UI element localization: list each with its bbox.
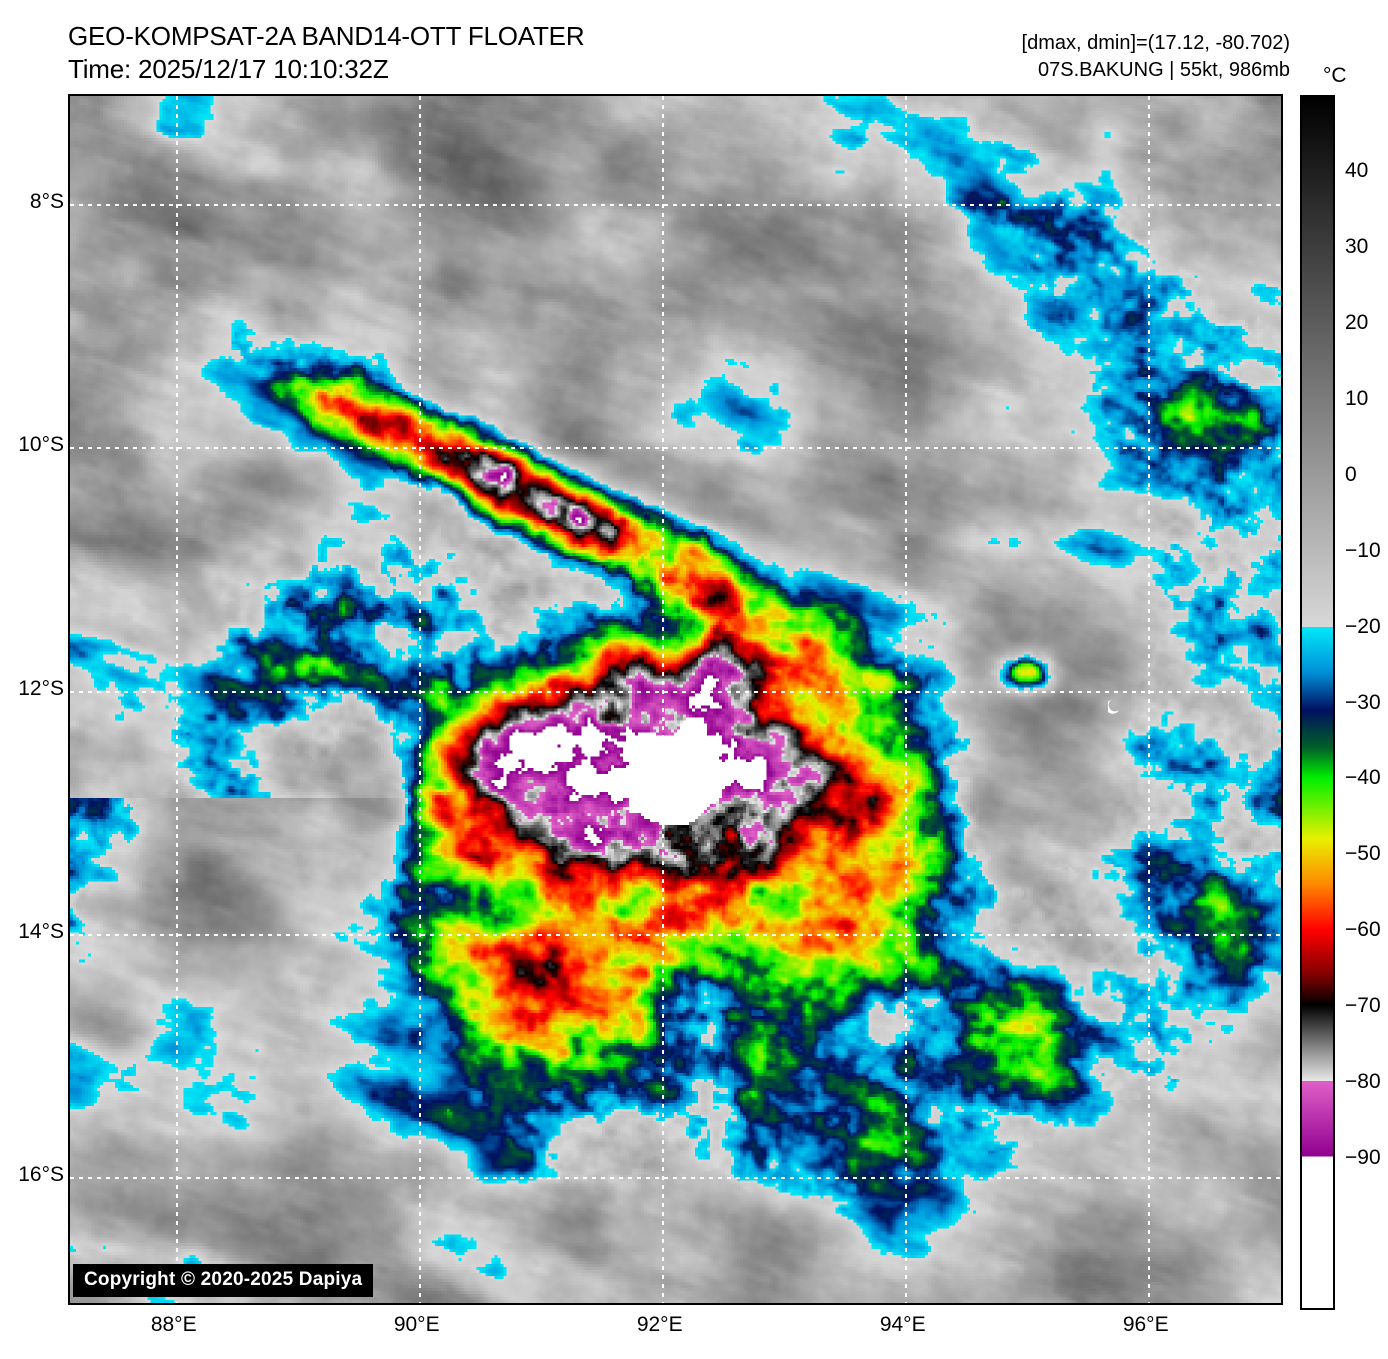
latitude-tick-label: 8°S xyxy=(29,190,64,214)
colorbar-tick-label: 20 xyxy=(1345,310,1369,334)
page-title: GEO-KOMPSAT-2A BAND14-OTT FLOATER xyxy=(68,21,585,51)
colorbar-tick-label: −10 xyxy=(1345,538,1381,562)
colorbar-tick-label: −40 xyxy=(1345,766,1381,790)
colorbar-tick-label: −90 xyxy=(1345,1146,1381,1170)
colorbar-tick-label: −30 xyxy=(1345,690,1381,714)
colorbar-unit-label: °C xyxy=(1323,64,1347,87)
title-block: GEO-KOMPSAT-2A BAND14-OTT FLOATER Time: … xyxy=(68,20,585,87)
colorbar-tick-label: 40 xyxy=(1345,158,1369,182)
satellite-imagery-canvas xyxy=(70,96,1281,1303)
colorbar-tick-label: −20 xyxy=(1345,614,1381,638)
metadata-block: [dmax, dmin]=(17.12, -80.702) 07S.BAKUNG… xyxy=(1022,30,1290,84)
data-minmax-label: [dmax, dmin]=(17.12, -80.702) xyxy=(1021,32,1290,54)
longitude-tick-label: 96°E xyxy=(1122,1313,1169,1336)
colorbar-tick-label: −50 xyxy=(1345,842,1381,866)
latitude-tick-label: 12°S xyxy=(18,676,64,700)
storm-info-label: 07S.BAKUNG | 55kt, 986mb xyxy=(1038,59,1290,81)
longitude-tick-label: 92°E xyxy=(636,1313,683,1336)
latitude-tick-label: 14°S xyxy=(18,919,64,943)
satellite-image-plot: Copyright © 2020-2025 Dapiya xyxy=(68,94,1283,1305)
timestamp-label: Time: 2025/12/17 10:10:32Z xyxy=(68,54,389,85)
longitude-tick-label: 88°E xyxy=(150,1313,197,1336)
colorbar-tick-label: 0 xyxy=(1345,462,1357,486)
latitude-tick-label: 16°S xyxy=(18,1162,64,1186)
colorbar-tick-label: 10 xyxy=(1345,386,1369,410)
copyright-banner: Copyright © 2020-2025 Dapiya xyxy=(73,1264,374,1297)
colorbar-tick-label: −70 xyxy=(1345,994,1381,1018)
longitude-tick-label: 90°E xyxy=(393,1313,440,1336)
colorbar-tick-label: 30 xyxy=(1345,234,1369,258)
colorbar-tick-label: −80 xyxy=(1345,1070,1381,1094)
latitude-tick-label: 10°S xyxy=(18,433,64,457)
longitude-tick-label: 94°E xyxy=(879,1313,926,1336)
colorbar-gradient xyxy=(1302,97,1333,1308)
colorbar xyxy=(1300,95,1335,1310)
colorbar-tick-label: −60 xyxy=(1345,918,1381,942)
